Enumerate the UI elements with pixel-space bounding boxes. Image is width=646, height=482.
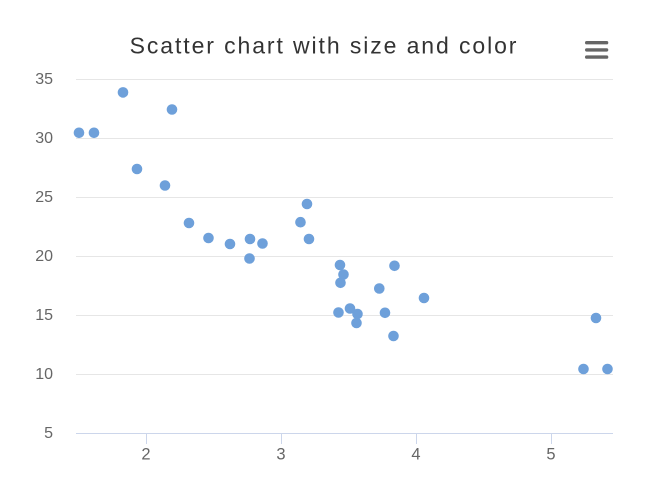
svg-text:20: 20: [35, 248, 53, 265]
svg-text:15: 15: [35, 307, 53, 324]
svg-text:30: 30: [35, 130, 53, 147]
svg-text:4: 4: [411, 446, 420, 464]
svg-text:2: 2: [141, 446, 150, 464]
svg-text:10: 10: [35, 366, 53, 383]
svg-text:5: 5: [44, 425, 53, 442]
svg-text:Scatter chart with size and co: Scatter chart with size and color: [130, 33, 519, 59]
svg-text:5: 5: [546, 446, 555, 464]
svg-text:35: 35: [35, 71, 53, 88]
svg-text:3: 3: [276, 446, 285, 464]
svg-text:25: 25: [35, 189, 53, 206]
